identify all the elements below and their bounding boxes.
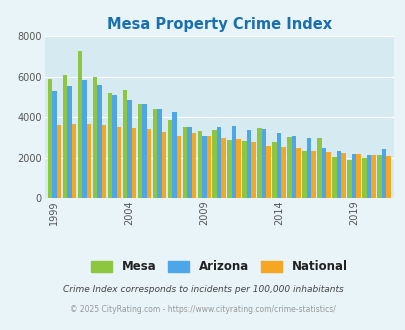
Bar xyxy=(92,77,97,198)
Bar xyxy=(191,133,196,198)
Bar xyxy=(336,150,341,198)
Bar xyxy=(57,125,61,198)
Bar xyxy=(67,86,71,198)
Bar xyxy=(212,130,216,198)
Bar xyxy=(182,127,187,198)
Bar xyxy=(86,124,91,198)
Bar xyxy=(251,143,255,198)
Bar xyxy=(351,153,356,198)
Text: © 2025 CityRating.com - https://www.cityrating.com/crime-statistics/: © 2025 CityRating.com - https://www.city… xyxy=(70,305,335,314)
Bar xyxy=(356,153,360,198)
Title: Mesa Property Crime Index: Mesa Property Crime Index xyxy=(107,17,331,32)
Bar xyxy=(116,127,121,198)
Bar xyxy=(142,104,146,198)
Bar xyxy=(167,120,172,198)
Bar xyxy=(152,109,157,198)
Bar xyxy=(47,79,52,198)
Bar xyxy=(176,136,181,198)
Bar xyxy=(287,137,291,198)
Legend: Mesa, Arizona, National: Mesa, Arizona, National xyxy=(86,256,352,278)
Bar xyxy=(62,75,67,198)
Bar xyxy=(127,100,131,198)
Bar xyxy=(122,90,127,198)
Bar xyxy=(291,136,296,198)
Bar xyxy=(202,136,206,198)
Bar xyxy=(311,150,315,198)
Bar xyxy=(107,93,112,198)
Bar xyxy=(276,133,281,198)
Bar xyxy=(371,154,375,198)
Bar xyxy=(231,126,236,198)
Bar xyxy=(157,109,161,198)
Bar xyxy=(326,151,330,198)
Bar xyxy=(161,132,166,198)
Bar xyxy=(77,51,82,198)
Bar xyxy=(216,127,221,198)
Bar xyxy=(112,95,116,198)
Bar xyxy=(187,127,191,198)
Bar xyxy=(172,112,176,198)
Bar xyxy=(221,138,226,198)
Bar xyxy=(146,129,151,198)
Bar xyxy=(206,136,211,198)
Bar xyxy=(361,157,366,198)
Bar xyxy=(82,80,86,198)
Bar xyxy=(261,129,266,198)
Bar xyxy=(321,148,326,198)
Bar xyxy=(71,124,76,198)
Bar xyxy=(266,147,270,198)
Bar xyxy=(137,104,142,198)
Bar xyxy=(227,140,231,198)
Bar xyxy=(386,155,390,198)
Bar xyxy=(376,154,381,198)
Bar xyxy=(296,148,300,198)
Bar xyxy=(302,150,306,198)
Bar xyxy=(236,139,241,198)
Bar xyxy=(246,130,251,198)
Bar xyxy=(341,152,345,198)
Bar xyxy=(347,160,351,198)
Bar xyxy=(281,148,285,198)
Bar xyxy=(131,128,136,198)
Bar xyxy=(257,128,261,198)
Bar xyxy=(306,138,311,198)
Bar xyxy=(332,156,336,198)
Bar xyxy=(381,149,386,198)
Bar xyxy=(101,125,106,198)
Bar xyxy=(97,85,101,198)
Bar xyxy=(52,91,57,198)
Text: Crime Index corresponds to incidents per 100,000 inhabitants: Crime Index corresponds to incidents per… xyxy=(62,285,343,294)
Bar xyxy=(317,138,321,198)
Bar xyxy=(197,131,202,198)
Bar xyxy=(242,141,246,198)
Bar xyxy=(366,154,371,198)
Bar xyxy=(272,143,276,198)
